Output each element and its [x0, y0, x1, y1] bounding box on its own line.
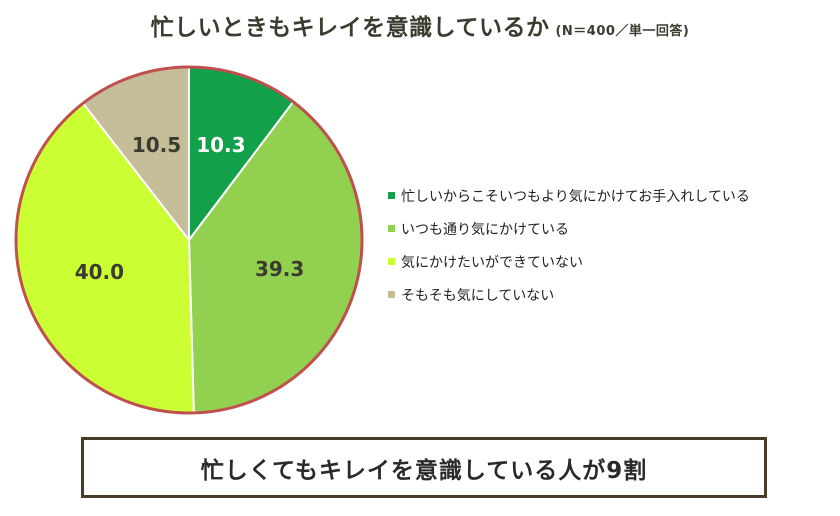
chart-subtitle: (N＝400／単一回答) — [555, 24, 690, 39]
legend-item: 気にかけたいができていない — [388, 251, 750, 272]
legend-swatch — [388, 225, 395, 232]
legend-label: そもそも気にしていない — [401, 287, 555, 304]
chart-title: 忙しいときもキレイを意識しているか (N＝400／単一回答) — [0, 8, 840, 42]
pie-data-label-2: 39.3 — [255, 257, 304, 281]
legend-label: 忙しいからこそいつもより気にかけてお手入れしている — [401, 188, 750, 205]
legend-swatch — [388, 258, 395, 265]
chart-legend: 忙しいからこそいつもより気にかけてお手入れしている いつも通り気にかけている 気にか… — [388, 185, 750, 317]
pie-outline — [14, 65, 364, 415]
pie-border — [14, 65, 364, 415]
legend-item: そもそも気にしていない — [388, 284, 750, 305]
pie-slices — [15, 65, 363, 414]
pie-data-label-4: 10.5 — [132, 133, 181, 157]
pie-data-label-3: 40.0 — [75, 260, 124, 284]
legend-item: いつも通り気にかけている — [388, 218, 750, 239]
legend-swatch — [388, 291, 395, 298]
pie-data-labels: 10.3 39.3 40.0 10.5 — [75, 133, 305, 284]
legend-label: 気にかけたいができていない — [401, 254, 583, 271]
legend-item: 忙しいからこそいつもより気にかけてお手入れしている — [388, 185, 750, 206]
summary-banner: 忙しくてもキレイを意識している人が9割 — [81, 437, 767, 498]
legend-label: いつも通り気にかけている — [401, 221, 569, 238]
chart-title-text: 忙しいときもキレイを意識しているか — [150, 15, 550, 41]
legend-swatch — [388, 192, 395, 199]
summary-banner-text: 忙しくてもキレイを意識している人が9割 — [200, 457, 648, 484]
pie-data-label-1: 10.3 — [196, 133, 245, 157]
